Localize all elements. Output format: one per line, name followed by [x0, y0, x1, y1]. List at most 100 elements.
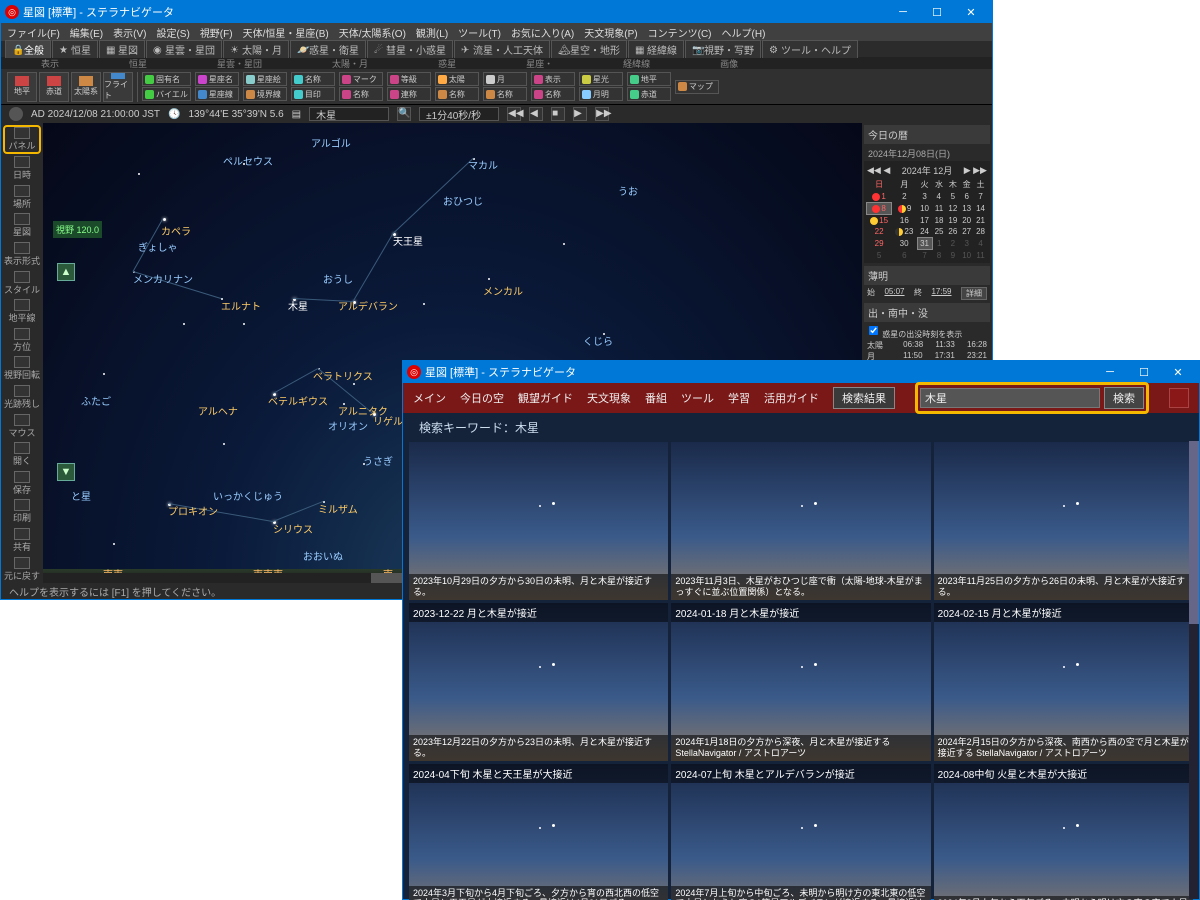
stop-icon[interactable]: ■	[551, 107, 565, 121]
ribbon-tab[interactable]: ☄彗星・小惑星	[367, 40, 453, 58]
play-next-icon[interactable]: ▶▶	[595, 107, 609, 121]
sidebar-item[interactable]: 地平線	[3, 298, 41, 326]
sidebar-item[interactable]: 方位	[3, 327, 41, 355]
search-icon[interactable]: 🔍	[397, 107, 411, 121]
menu-item[interactable]: 天体/恒星・星座(B)	[243, 25, 329, 40]
menu-item[interactable]: 天体/太陽系(O)	[339, 25, 406, 40]
toolbar-button[interactable]: 固有名	[142, 72, 191, 86]
sidebar-item[interactable]: 開く	[3, 441, 41, 469]
ribbon-tab[interactable]: ⚙ツール・ヘルプ	[762, 40, 858, 58]
toolbar-button[interactable]: 太陽	[435, 72, 479, 86]
result-card[interactable]: 2024-04下旬 木星と天王星が大接近2024年3月下旬から4月下旬ごろ、夕方…	[409, 764, 668, 900]
toolbar-button[interactable]: 地平	[7, 72, 37, 102]
sidebar-item[interactable]: パネル	[3, 125, 41, 154]
result-card[interactable]: 2023-12-22 月と木星が接近2023年12月22日の夕方から23日の未明…	[409, 603, 668, 761]
sidebar-item[interactable]: 場所	[3, 184, 41, 212]
ribbon-tab[interactable]: ◉星雲・星団	[146, 40, 222, 58]
ribbon-tab[interactable]: ✈流星・人工天体	[454, 40, 550, 58]
minimize-button[interactable]: ─	[886, 2, 920, 22]
toolbar-button[interactable]: 名称	[435, 87, 479, 101]
toolbar-button[interactable]: 星光	[579, 72, 623, 86]
search-input[interactable]	[920, 388, 1100, 408]
sidebar-item[interactable]: 視野回転	[3, 355, 41, 383]
close-button[interactable]: ✕	[1161, 362, 1195, 382]
ribbon-tab[interactable]: 🏔星空・地形	[551, 40, 627, 58]
toolbar-button[interactable]: 赤道	[627, 87, 671, 101]
menu-item[interactable]: ファイル(F)	[7, 25, 60, 40]
toolbar-button[interactable]: マップ	[675, 80, 719, 94]
nav-item[interactable]: 今日の空	[460, 390, 504, 406]
ribbon-tab[interactable]: ☀太陽・月	[223, 40, 289, 58]
play-fwd-icon[interactable]: ▶	[573, 107, 587, 121]
ribbon-tab[interactable]: ▦経緯線	[628, 40, 684, 58]
sidebar-item[interactable]: 日時	[3, 155, 41, 183]
toolbar-button[interactable]: バイエル	[142, 87, 191, 101]
detail-button[interactable]: 詳細	[961, 287, 987, 300]
sidebar-item[interactable]: マウス	[3, 412, 41, 440]
timestep-select[interactable]: ±1分40秒/秒	[419, 107, 499, 121]
nav-item[interactable]: 番組	[645, 390, 667, 406]
menu-item[interactable]: 天文現象(P)	[584, 25, 637, 40]
toolbar-button[interactable]: 星座絵	[243, 72, 287, 86]
sidebar-item[interactable]: 星図	[3, 212, 41, 240]
toolbar-button[interactable]: 境界線	[243, 87, 287, 101]
toolbar-button[interactable]: 名称	[531, 87, 575, 101]
sidebar-item[interactable]: 保存	[3, 470, 41, 498]
result-card[interactable]: 2023年11月25日の夕方から26日の未明、月と木星が大接近する。	[934, 442, 1193, 600]
menu-item[interactable]: コンテンツ(C)	[648, 25, 712, 40]
minimize-button[interactable]: ─	[1093, 362, 1127, 382]
toolbar-button[interactable]: 名称	[291, 72, 335, 86]
menu-item[interactable]: 表示(V)	[113, 25, 146, 40]
sidebar-item[interactable]: 印刷	[3, 498, 41, 526]
menu-item[interactable]: 観測(L)	[416, 25, 448, 40]
toolbar-button[interactable]: 等級	[387, 72, 431, 86]
result-card[interactable]: 2024-08中旬 火星と木星が大接近2024年8月上旬から下旬ごろ、未明から明…	[934, 764, 1193, 900]
toolbar-button[interactable]: 名称	[339, 87, 383, 101]
sidebar-item[interactable]: 光跡残し	[3, 384, 41, 412]
search-button[interactable]: 検索	[1104, 387, 1144, 409]
scroll-up-icon[interactable]: ▲	[57, 263, 75, 281]
result-card[interactable]: 2024-02-15 月と木星が接近2024年2月15日の夕方から深夜、南西から…	[934, 603, 1193, 761]
play-prev-icon[interactable]: ◀◀	[507, 107, 521, 121]
toolbar-button[interactable]: 表示	[531, 72, 575, 86]
ribbon-tab[interactable]: 🔒全般	[5, 40, 51, 58]
nav-item[interactable]: メイン	[413, 390, 446, 406]
maximize-button[interactable]: ☐	[1127, 362, 1161, 382]
menu-item[interactable]: 視野(F)	[200, 25, 233, 40]
ribbon-tab[interactable]: ▦星図	[99, 40, 145, 58]
nav-item[interactable]: ツール	[681, 390, 714, 406]
sidebar-item[interactable]: スタイル	[3, 269, 41, 297]
sidebar-item[interactable]: 共有	[3, 527, 41, 555]
toolbar-button[interactable]: マーク	[339, 72, 383, 86]
menu-item[interactable]: お気に入り(A)	[511, 25, 574, 40]
target-select[interactable]: 木星	[309, 107, 389, 121]
nav-item[interactable]: 天文現象	[587, 390, 631, 406]
ribbon-tab[interactable]: ★恒星	[52, 40, 98, 58]
sidebar-item[interactable]: 表示形式	[3, 241, 41, 269]
show-planets-checkbox[interactable]: 惑星の出没時刻を表示	[867, 324, 962, 340]
play-back-icon[interactable]: ◀	[529, 107, 543, 121]
toolbar-button[interactable]: 目印	[291, 87, 335, 101]
toolbar-button[interactable]: 星座線	[195, 87, 239, 101]
menu-item[interactable]: ヘルプ(H)	[722, 25, 766, 40]
toolbar-button[interactable]: 月	[483, 72, 527, 86]
toolbar-button[interactable]: フライト	[103, 72, 133, 102]
cal-next-icon[interactable]: ▶ ▶▶	[964, 165, 987, 176]
menu-item[interactable]: 設定(S)	[156, 25, 189, 40]
toolbar-button[interactable]: 名称	[483, 87, 527, 101]
toolbar-button[interactable]: 連称	[387, 87, 431, 101]
ribbon-tab[interactable]: 📷視野・写野	[685, 40, 761, 58]
toolbar-button[interactable]: 月明	[579, 87, 623, 101]
result-card[interactable]: 2024-07上旬 木星とアルデバランが接近2024年7月上旬から中旬ごろ、未明…	[671, 764, 930, 900]
scroll-down-icon[interactable]: ▼	[57, 463, 75, 481]
results-scrollbar[interactable]	[1189, 441, 1199, 899]
ribbon-tab[interactable]: 🪐惑星・衛星	[290, 40, 366, 58]
cal-prev-icon[interactable]: ◀◀ ◀	[867, 165, 890, 176]
close-button[interactable]: ✕	[954, 2, 988, 22]
toolbar-button[interactable]: 地平	[627, 72, 671, 86]
toolbar-button[interactable]: 太陽系	[71, 72, 101, 102]
sidebar-item[interactable]: 元に戻す	[3, 555, 41, 583]
menu-item[interactable]: 編集(E)	[70, 25, 103, 40]
toolbar-button[interactable]: 赤道	[39, 72, 69, 102]
result-card[interactable]: 2023年11月3日、木星がおひつじ座で衝（太陽-地球-木星がまっすぐに並ぶ位置…	[671, 442, 930, 600]
